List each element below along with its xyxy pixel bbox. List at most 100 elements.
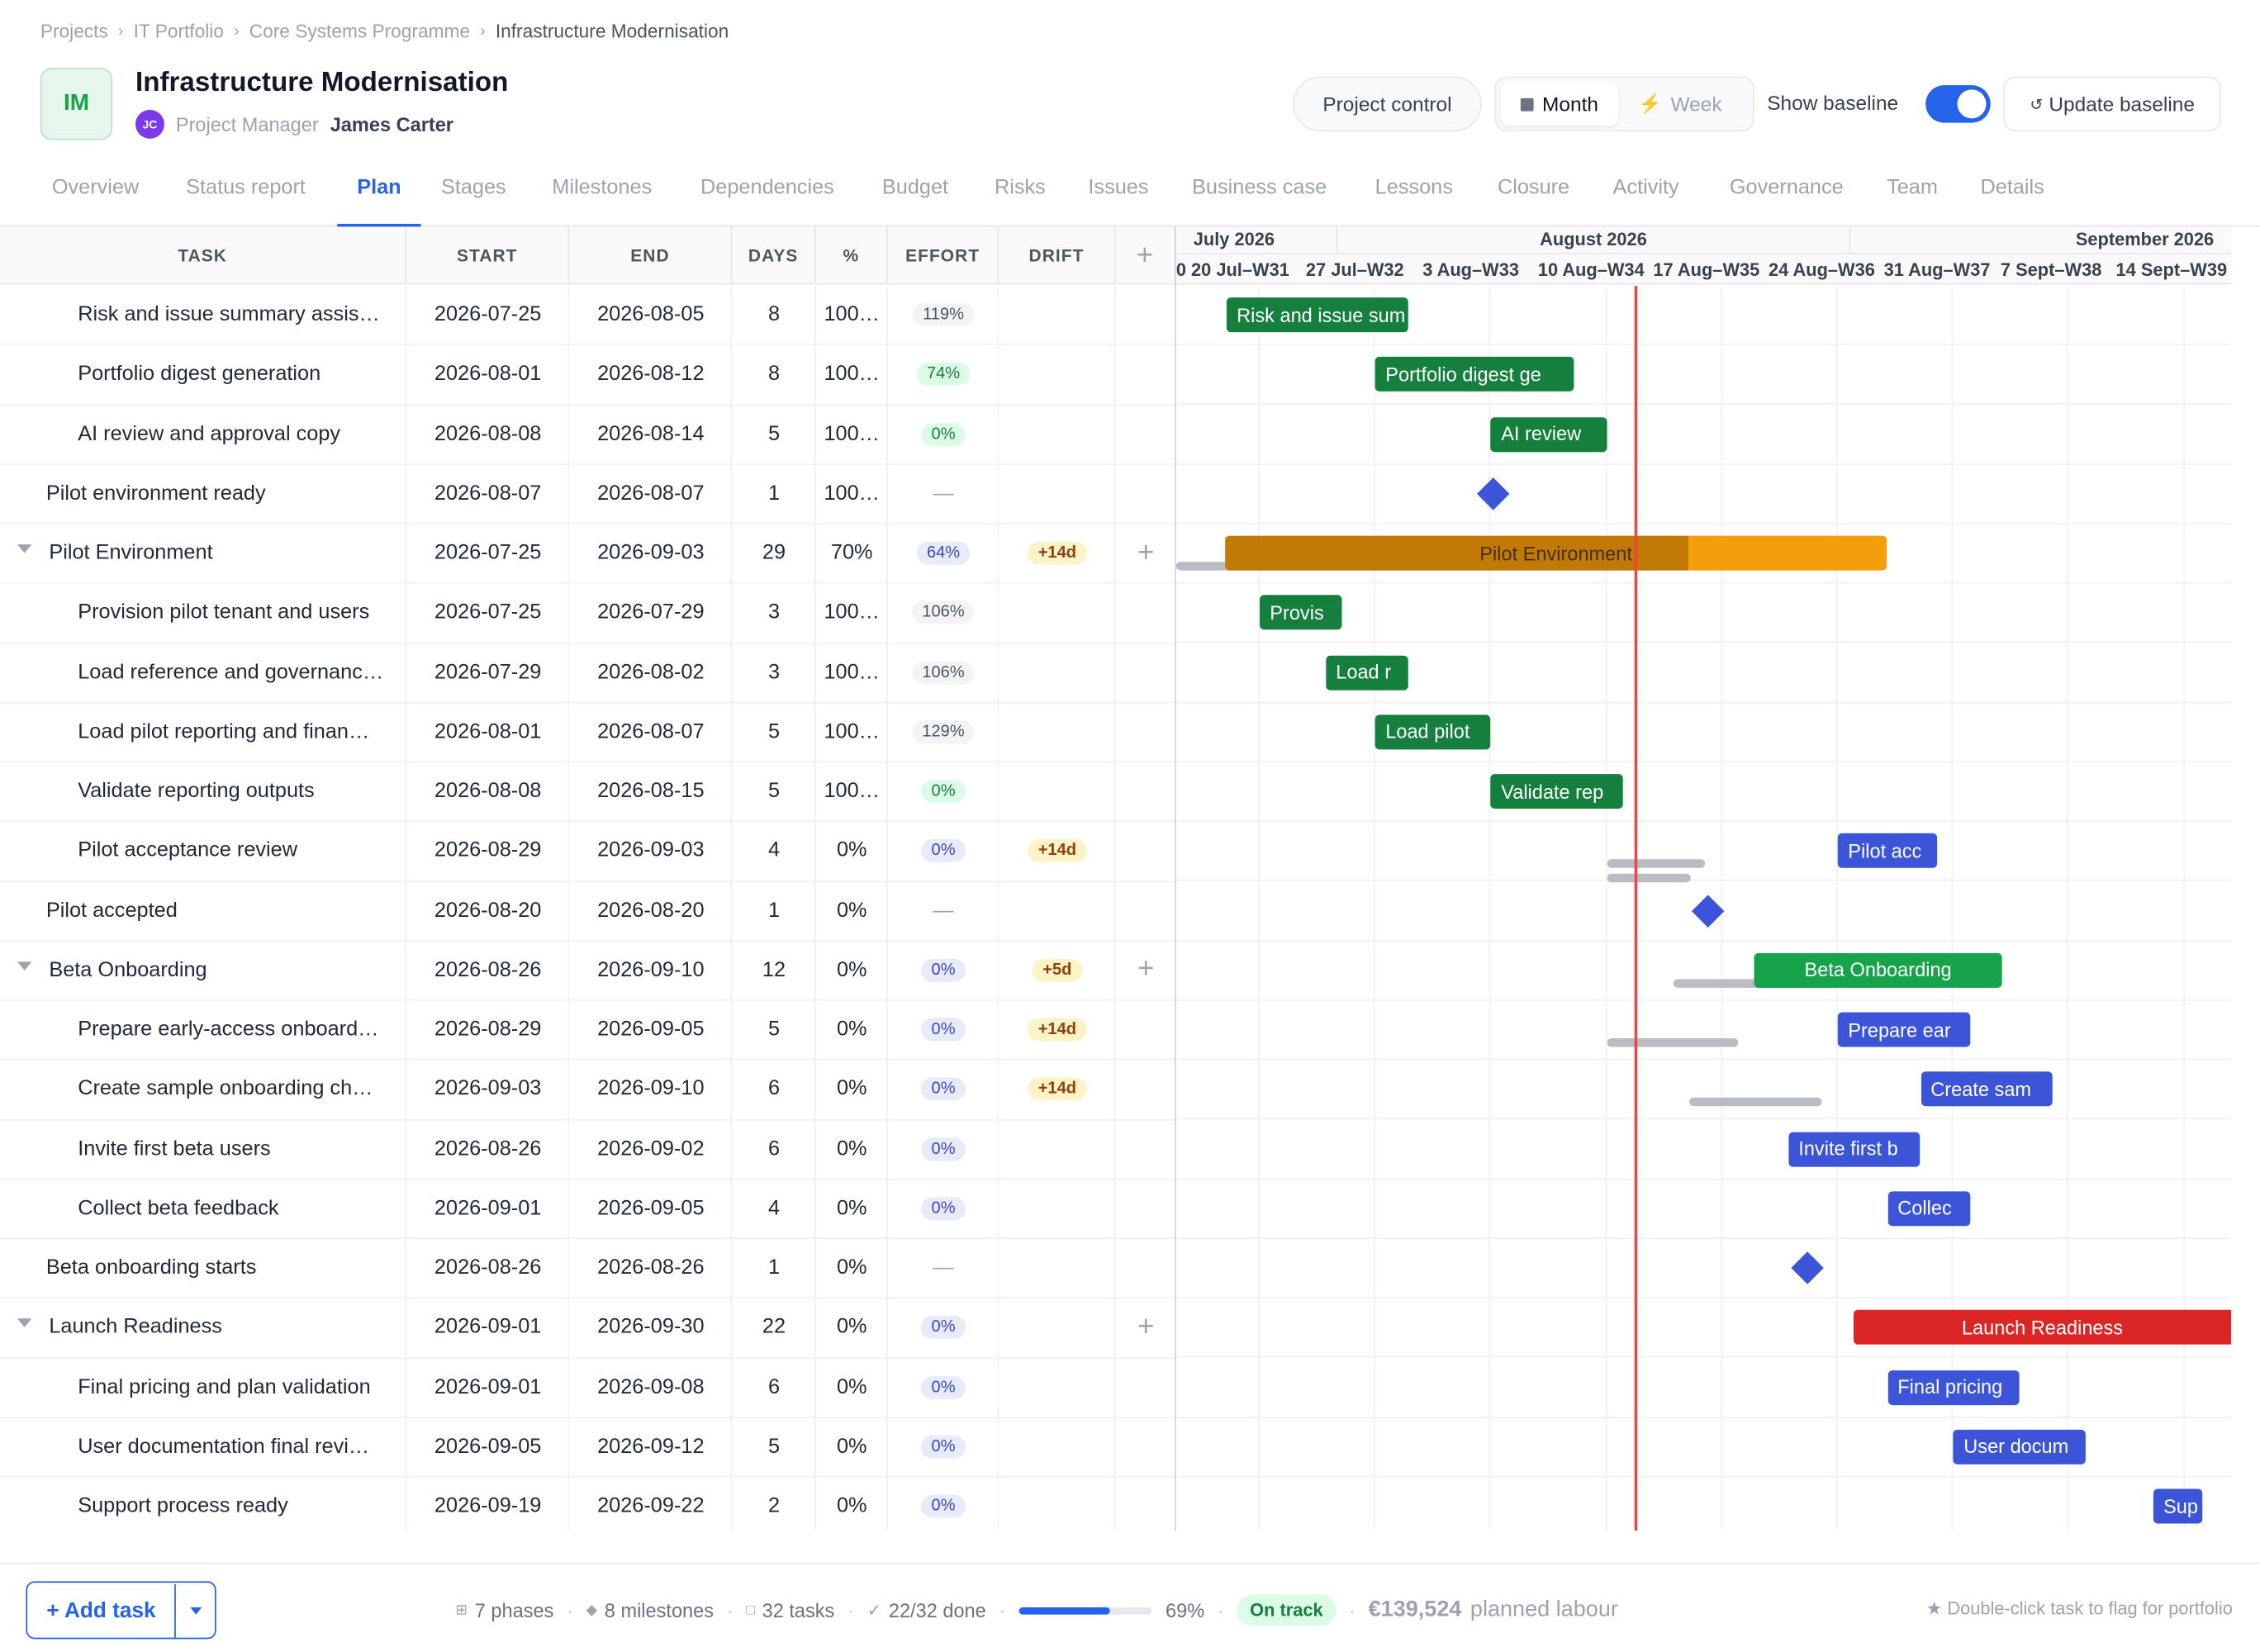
table-row[interactable]: Invite first beta users 2026-08-26 2026-09… bbox=[0, 1119, 1175, 1180]
percent-complete[interactable]: 0% bbox=[836, 899, 867, 923]
task-name[interactable]: Load reference and governanc… bbox=[78, 660, 384, 684]
percent-complete[interactable]: 100… bbox=[824, 303, 880, 327]
add-task-button[interactable]: + Add task bbox=[26, 1581, 216, 1640]
start-date[interactable]: 2026-07-29 bbox=[434, 660, 542, 684]
tab-milestones[interactable]: Milestones bbox=[552, 176, 653, 200]
task-name[interactable]: Support process ready bbox=[78, 1494, 288, 1518]
add-subtask-button[interactable]: + bbox=[1137, 953, 1155, 985]
percent-complete[interactable]: 100… bbox=[824, 422, 880, 446]
month-view-button[interactable]: Month bbox=[1500, 82, 1619, 126]
start-date[interactable]: 2026-07-25 bbox=[434, 601, 542, 624]
start-date[interactable]: 2026-09-01 bbox=[434, 1375, 542, 1399]
duration-days[interactable]: 1 bbox=[767, 899, 781, 923]
tab-plan[interactable]: Plan bbox=[337, 176, 421, 227]
duration-days[interactable]: 29 bbox=[762, 541, 786, 565]
duration-days[interactable]: 5 bbox=[767, 780, 781, 804]
end-date[interactable]: 2026-09-22 bbox=[597, 1494, 705, 1518]
col-header-effort[interactable]: EFFORT bbox=[888, 226, 999, 285]
task-bar[interactable]: Collec bbox=[1887, 1190, 1971, 1226]
percent-complete[interactable]: 0% bbox=[836, 1494, 867, 1518]
breadcrumb-item-programme[interactable]: Core Systems Programme bbox=[249, 20, 471, 42]
update-baseline-button[interactable]: ↺ Update baseline bbox=[2003, 76, 2221, 132]
task-bar[interactable]: AI review bbox=[1491, 416, 1607, 452]
tab-stages[interactable]: Stages bbox=[440, 176, 506, 200]
duration-days[interactable]: 5 bbox=[767, 1435, 781, 1459]
table-row[interactable]: Beta onboarding starts 2026-08-26 2026-08-… bbox=[0, 1239, 1175, 1299]
table-row[interactable]: Support process ready 2026-09-19 2026-09-2… bbox=[0, 1477, 1175, 1531]
start-date[interactable]: 2026-09-01 bbox=[434, 1316, 542, 1340]
task-name[interactable]: User documentation final revi… bbox=[78, 1435, 370, 1459]
chevron-down-icon[interactable] bbox=[17, 1318, 32, 1328]
percent-complete[interactable]: 100… bbox=[824, 780, 880, 804]
end-date[interactable]: 2026-08-07 bbox=[597, 482, 705, 506]
end-date[interactable]: 2026-08-07 bbox=[597, 719, 705, 743]
duration-days[interactable]: 3 bbox=[767, 660, 781, 684]
tab-budget[interactable]: Budget bbox=[881, 176, 949, 200]
table-row[interactable]: AI review and approval copy 2026-08-08 202… bbox=[0, 405, 1175, 465]
percent-complete[interactable]: 0% bbox=[836, 1077, 867, 1101]
table-row[interactable]: Pilot Environment 2026-07-25 2026-09-03 29 7… bbox=[0, 524, 1175, 584]
tab-status-report[interactable]: Status report bbox=[186, 176, 306, 200]
col-header-end[interactable]: END bbox=[569, 226, 733, 285]
table-row[interactable]: Launch Readiness 2026-09-01 2026-09-30 22 0%… bbox=[0, 1298, 1175, 1359]
end-date[interactable]: 2026-08-26 bbox=[597, 1256, 705, 1279]
task-name[interactable]: Pilot Environment bbox=[49, 541, 213, 565]
breadcrumb-item-projects[interactable]: Projects bbox=[40, 20, 108, 42]
task-bar[interactable]: Portfolio digest ge bbox=[1375, 357, 1574, 392]
col-header-drift[interactable]: DRIFT bbox=[999, 226, 1116, 285]
end-date[interactable]: 2026-09-03 bbox=[597, 839, 705, 863]
percent-complete[interactable]: 100… bbox=[824, 601, 880, 624]
milestone-diamond[interactable] bbox=[1791, 1251, 1824, 1284]
duration-days[interactable]: 12 bbox=[762, 958, 786, 982]
percent-complete[interactable]: 70% bbox=[830, 541, 873, 565]
end-date[interactable]: 2026-08-05 bbox=[597, 303, 705, 327]
tab-business-case[interactable]: Business case bbox=[1192, 176, 1327, 200]
task-bar[interactable]: Validate rep bbox=[1491, 774, 1624, 809]
week-view-button[interactable]: ⚡ Week bbox=[1618, 83, 1742, 126]
start-date[interactable]: 2026-09-01 bbox=[434, 1196, 542, 1220]
percent-complete[interactable]: 0% bbox=[836, 1196, 867, 1220]
duration-days[interactable]: 8 bbox=[767, 363, 781, 387]
start-date[interactable]: 2026-08-08 bbox=[434, 780, 542, 804]
percent-complete[interactable]: 0% bbox=[836, 1435, 867, 1459]
end-date[interactable]: 2026-09-03 bbox=[597, 541, 705, 565]
duration-days[interactable]: 6 bbox=[767, 1137, 781, 1161]
table-row[interactable]: Beta Onboarding 2026-08-26 2026-09-10 12 0% 0… bbox=[0, 941, 1175, 1001]
task-name[interactable]: Collect beta feedback bbox=[78, 1196, 279, 1220]
task-name[interactable]: Invite first beta users bbox=[78, 1137, 271, 1161]
chevron-down-icon[interactable] bbox=[17, 961, 32, 971]
tab-activity[interactable]: Activity bbox=[1612, 176, 1679, 200]
task-bar[interactable]: Final pricing bbox=[1887, 1370, 2020, 1405]
col-header-start[interactable]: START bbox=[406, 226, 570, 285]
duration-days[interactable]: 2 bbox=[767, 1494, 781, 1518]
task-name[interactable]: Pilot environment ready bbox=[45, 482, 266, 506]
duration-days[interactable]: 6 bbox=[767, 1077, 781, 1101]
project-control-button[interactable]: Project control bbox=[1293, 76, 1482, 132]
col-header-pct[interactable]: % bbox=[816, 226, 888, 285]
start-date[interactable]: 2026-08-01 bbox=[434, 719, 542, 743]
start-date[interactable]: 2026-08-20 bbox=[434, 899, 542, 923]
task-name[interactable]: Provision pilot tenant and users bbox=[78, 601, 370, 624]
task-bar[interactable]: Create sam bbox=[1921, 1071, 2053, 1107]
start-date[interactable]: 2026-09-19 bbox=[434, 1494, 542, 1518]
duration-days[interactable]: 8 bbox=[767, 303, 781, 327]
task-name[interactable]: Validate reporting outputs bbox=[78, 780, 315, 804]
phase-bar[interactable]: Launch Readiness bbox=[1853, 1310, 2232, 1346]
task-name[interactable]: Pilot accepted bbox=[45, 899, 178, 923]
add-column-button[interactable]: + bbox=[1116, 226, 1176, 285]
percent-complete[interactable]: 0% bbox=[836, 958, 867, 982]
end-date[interactable]: 2026-09-10 bbox=[597, 1077, 705, 1101]
percent-complete[interactable]: 0% bbox=[836, 1256, 867, 1279]
end-date[interactable]: 2026-09-08 bbox=[597, 1375, 705, 1399]
tab-details[interactable]: Details bbox=[1980, 176, 2044, 200]
milestone-diamond[interactable] bbox=[1476, 477, 1510, 510]
end-date[interactable]: 2026-09-30 bbox=[597, 1316, 705, 1340]
start-date[interactable]: 2026-07-25 bbox=[434, 541, 542, 565]
end-date[interactable]: 2026-08-15 bbox=[597, 780, 705, 804]
start-date[interactable]: 2026-08-26 bbox=[434, 1256, 542, 1279]
task-name[interactable]: AI review and approval copy bbox=[78, 422, 341, 446]
task-bar[interactable]: Load pilot bbox=[1375, 714, 1492, 749]
percent-complete[interactable]: 0% bbox=[836, 1316, 867, 1340]
start-date[interactable]: 2026-08-26 bbox=[434, 958, 542, 982]
table-row[interactable]: User documentation final revi… 2026-09-05… bbox=[0, 1417, 1175, 1478]
